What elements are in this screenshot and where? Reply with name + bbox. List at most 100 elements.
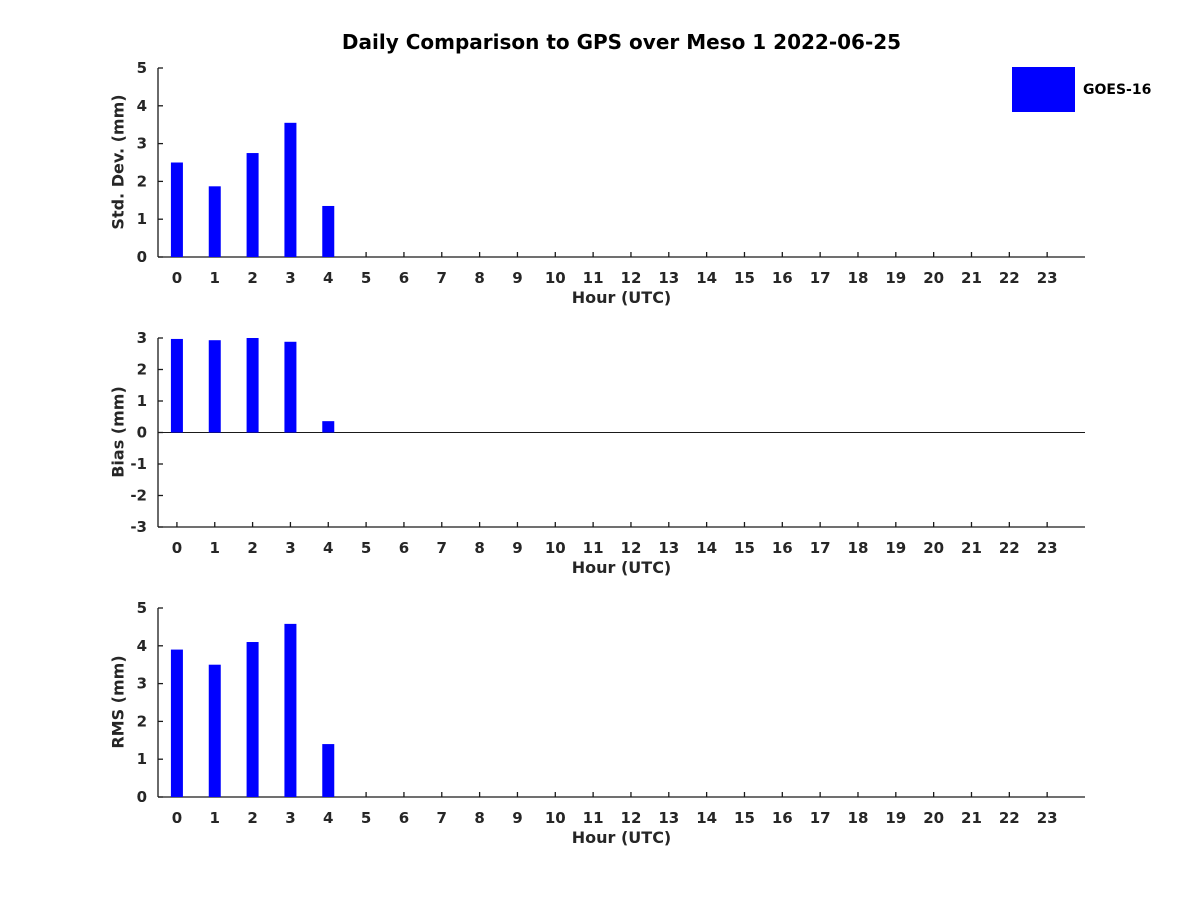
x-tick-label: 10 bbox=[545, 539, 566, 557]
y-tick-label: 3 bbox=[137, 135, 147, 153]
y-tick-label: 1 bbox=[137, 392, 147, 410]
x-tick-label: 22 bbox=[999, 269, 1020, 287]
x-tick-label: 15 bbox=[734, 809, 755, 827]
x-tick-label: 23 bbox=[1037, 809, 1058, 827]
y-tick-label: 4 bbox=[137, 97, 147, 115]
x-tick-label: 19 bbox=[885, 539, 906, 557]
x-tick-label: 23 bbox=[1037, 539, 1058, 557]
ylabel-rms: RMS (mm) bbox=[108, 655, 128, 749]
legend-swatch bbox=[1012, 67, 1075, 112]
y-tick-label: -1 bbox=[130, 455, 147, 473]
y-tick-label: 2 bbox=[137, 712, 147, 730]
legend: GOES-16 bbox=[1012, 67, 1151, 112]
x-tick-label: 14 bbox=[696, 269, 717, 287]
bar-hour-0 bbox=[170, 162, 183, 257]
bar-hour-4 bbox=[322, 421, 335, 433]
y-tick-label: 3 bbox=[137, 675, 147, 693]
x-tick-label: 4 bbox=[323, 809, 333, 827]
x-tick-label: 20 bbox=[923, 269, 944, 287]
bar-hour-3 bbox=[284, 341, 297, 433]
x-tick-label: 13 bbox=[658, 809, 679, 827]
x-tick-label: 22 bbox=[999, 539, 1020, 557]
x-tick-label: 14 bbox=[696, 809, 717, 827]
x-tick-label: 21 bbox=[961, 809, 982, 827]
x-tick-label: 18 bbox=[848, 809, 869, 827]
x-tick-label: 8 bbox=[474, 269, 484, 287]
x-tick-label: 7 bbox=[437, 539, 447, 557]
bar-hour-0 bbox=[170, 338, 183, 433]
y-tick-label: 2 bbox=[137, 172, 147, 190]
y-tick-label: 2 bbox=[137, 361, 147, 379]
x-tick-label: 0 bbox=[172, 539, 182, 557]
x-tick-label: 3 bbox=[285, 269, 295, 287]
xlabel-rms: Hour (UTC) bbox=[571, 828, 672, 847]
x-tick-label: 0 bbox=[172, 269, 182, 287]
x-tick-label: 1 bbox=[210, 809, 220, 827]
x-tick-label: 12 bbox=[621, 809, 642, 827]
x-tick-label: 3 bbox=[285, 809, 295, 827]
x-tick-label: 7 bbox=[437, 269, 447, 287]
y-tick-label: -3 bbox=[130, 518, 147, 536]
x-tick-label: 2 bbox=[247, 539, 257, 557]
x-tick-label: 6 bbox=[399, 539, 409, 557]
bar-hour-2 bbox=[246, 642, 259, 797]
x-tick-label: 4 bbox=[323, 539, 333, 557]
x-tick-label: 21 bbox=[961, 539, 982, 557]
bar-hour-3 bbox=[284, 122, 297, 257]
x-tick-label: 8 bbox=[474, 809, 484, 827]
x-tick-label: 11 bbox=[583, 269, 604, 287]
x-tick-label: 6 bbox=[399, 809, 409, 827]
bar-hour-1 bbox=[208, 186, 221, 257]
x-tick-label: 11 bbox=[583, 809, 604, 827]
bar-hour-1 bbox=[208, 340, 221, 433]
x-tick-label: 5 bbox=[361, 809, 371, 827]
y-tick-label: 0 bbox=[137, 424, 147, 442]
x-tick-label: 6 bbox=[399, 269, 409, 287]
bar-hour-3 bbox=[284, 623, 297, 797]
x-tick-label: 1 bbox=[210, 539, 220, 557]
x-tick-label: 12 bbox=[621, 539, 642, 557]
xlabel-std-dev: Hour (UTC) bbox=[571, 288, 672, 307]
x-tick-label: 12 bbox=[621, 269, 642, 287]
x-tick-label: 16 bbox=[772, 269, 793, 287]
x-tick-label: 21 bbox=[961, 269, 982, 287]
x-tick-label: 0 bbox=[172, 809, 182, 827]
x-tick-label: 16 bbox=[772, 539, 793, 557]
bar-hour-2 bbox=[246, 338, 259, 433]
x-tick-label: 13 bbox=[658, 539, 679, 557]
x-tick-label: 17 bbox=[810, 809, 831, 827]
x-tick-label: 5 bbox=[361, 539, 371, 557]
x-tick-label: 13 bbox=[658, 269, 679, 287]
x-tick-label: 20 bbox=[923, 809, 944, 827]
legend-label: GOES-16 bbox=[1083, 81, 1152, 98]
x-tick-label: 9 bbox=[512, 269, 522, 287]
x-tick-label: 19 bbox=[885, 269, 906, 287]
ylabel-bias: Bias (mm) bbox=[108, 386, 128, 478]
x-tick-label: 8 bbox=[474, 539, 484, 557]
bar-hour-4 bbox=[322, 744, 335, 797]
x-tick-label: 2 bbox=[247, 809, 257, 827]
x-tick-label: 5 bbox=[361, 269, 371, 287]
bar-hour-0 bbox=[170, 649, 183, 797]
x-tick-label: 15 bbox=[734, 539, 755, 557]
x-tick-label: 1 bbox=[210, 269, 220, 287]
y-tick-label: 3 bbox=[137, 329, 147, 347]
x-tick-label: 4 bbox=[323, 269, 333, 287]
x-tick-label: 17 bbox=[810, 539, 831, 557]
ylabel-std-dev: Std. Dev. (mm) bbox=[108, 94, 128, 230]
x-tick-label: 10 bbox=[545, 809, 566, 827]
x-tick-label: 10 bbox=[545, 269, 566, 287]
y-tick-label: 4 bbox=[137, 637, 147, 655]
xlabel-bias: Hour (UTC) bbox=[571, 558, 672, 577]
y-tick-label: 5 bbox=[137, 599, 147, 617]
bar-hour-2 bbox=[246, 153, 259, 257]
y-tick-label: 0 bbox=[137, 248, 147, 266]
y-tick-label: 5 bbox=[137, 59, 147, 77]
bar-hour-4 bbox=[322, 205, 335, 257]
x-tick-label: 19 bbox=[885, 809, 906, 827]
x-tick-label: 2 bbox=[247, 269, 257, 287]
x-tick-label: 9 bbox=[512, 539, 522, 557]
